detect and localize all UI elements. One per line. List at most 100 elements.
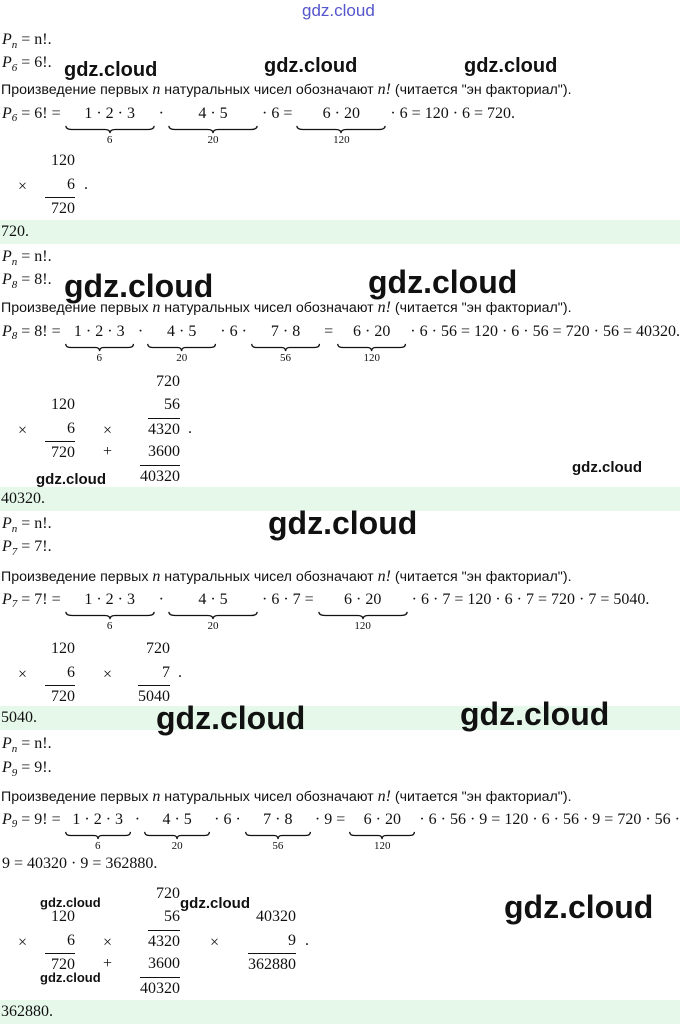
- column-number: 6: [67, 175, 75, 193]
- underbrace-path: [66, 612, 154, 619]
- formula-symbol: P: [2, 271, 12, 288]
- braced-factors: 7 · 8: [270, 323, 301, 340]
- column-number: 56: [164, 908, 180, 925]
- braced-result: 56: [272, 840, 284, 852]
- column-number: 720: [45, 197, 75, 220]
- braced-factors: 1 · 2 · 3: [72, 811, 124, 828]
- statement-part: n!: [377, 81, 391, 98]
- statement-part: натуральных чисел обозначают: [160, 789, 378, 805]
- underbrace-path: [65, 832, 130, 839]
- braced-result: 120: [374, 840, 391, 852]
- answer: 720.: [1, 223, 29, 240]
- underbrace: [147, 343, 216, 352]
- formula-rhs: = n!.: [21, 248, 52, 265]
- expansion-subscript: 9: [11, 818, 18, 830]
- formula-symbol: P: [2, 759, 12, 776]
- column-operator: ×: [18, 933, 28, 951]
- braced-result: 6: [106, 134, 113, 146]
- answer: 40320.: [1, 490, 45, 507]
- watermark: gdz.cloud: [464, 55, 558, 77]
- expansion-text: · 6 = 120 · 6 = 720.: [386, 105, 516, 122]
- underbrace: [65, 611, 155, 620]
- statement-part: n!: [377, 788, 391, 805]
- statement: Произведение первых n натуральных чисел …: [1, 566, 572, 588]
- column-number: 40320: [140, 976, 180, 1000]
- column-operator: ×: [18, 665, 28, 683]
- braced-result: 20: [176, 352, 188, 364]
- formula-rhs: = n!.: [21, 515, 52, 532]
- watermark: gdz.cloud: [156, 700, 306, 736]
- column-operator: +: [103, 443, 113, 460]
- underbrace-path: [148, 344, 216, 351]
- formula-rhs: = 6!.: [21, 54, 52, 71]
- column-operator: ×: [103, 933, 113, 951]
- underbrace-path: [252, 344, 320, 351]
- braced-factors: 4 · 5: [162, 811, 192, 828]
- column-number: 56: [164, 396, 180, 413]
- statement-part: натуральных чисел обозначают: [160, 82, 378, 98]
- watermark: gdz.cloud: [572, 459, 642, 476]
- underbrace-path: [66, 126, 154, 133]
- braced-group: 6 · 20 120: [296, 103, 386, 146]
- formula-symbol: P: [2, 735, 12, 752]
- braced-result: 120: [363, 352, 380, 364]
- formula-rhs: = n!.: [21, 31, 52, 48]
- watermark: gdz.cloud: [504, 889, 654, 925]
- expansion-text: ·: [130, 811, 145, 828]
- braced-result: 120: [333, 134, 350, 146]
- formula-subscript: n: [11, 256, 18, 268]
- formula-rhs: = 9!.: [21, 759, 52, 776]
- statement: Произведение первых n натуральных чисел …: [1, 786, 572, 808]
- column-number: 40320: [140, 464, 180, 488]
- expansion-symbol: P: [2, 105, 12, 122]
- column-operator: ×: [103, 665, 113, 683]
- column-number: 4320: [148, 929, 180, 953]
- column-operator: +: [103, 955, 113, 972]
- column-operator: ×: [18, 177, 28, 195]
- braced-result: 6: [96, 352, 102, 364]
- braced-group: 1 · 2 · 3 6: [65, 589, 155, 632]
- column-number: 4320: [148, 417, 180, 441]
- formula-subscript: 7: [11, 546, 18, 558]
- column-number: 120: [51, 152, 75, 169]
- column-number: 6: [67, 931, 75, 949]
- formula-line: P7 = 7!.: [2, 536, 52, 558]
- statement-part: Произведение первых: [1, 300, 153, 316]
- underbrace: [65, 831, 131, 840]
- expansion-symbol: P: [2, 591, 12, 608]
- formula-symbol: P: [2, 515, 12, 532]
- formula-subscript: 6: [11, 62, 18, 74]
- expansion-text: ·: [154, 591, 168, 608]
- underbrace: [318, 611, 408, 620]
- braced-result: 56: [280, 352, 292, 364]
- expansion-text: · 6 ·: [210, 811, 245, 828]
- expansion-text: = 8! =: [17, 323, 65, 340]
- column-number: 720: [156, 372, 180, 390]
- answer-band: [0, 220, 680, 244]
- expansion-text: = 9! =: [17, 811, 65, 828]
- column-number: 720: [45, 441, 75, 464]
- formula-line: Pn = n!.: [2, 246, 52, 268]
- formula-line: P6 = 6!.: [2, 52, 52, 74]
- braced-group: 1 · 2 · 3 6: [65, 103, 155, 146]
- expansion-text: ·: [133, 323, 148, 340]
- braced-result: 120: [354, 620, 371, 632]
- statement: Произведение первых n натуральных чисел …: [1, 79, 572, 101]
- statement: Произведение первых n натуральных чисел …: [1, 297, 572, 319]
- expansion-text: · 9 =: [310, 811, 350, 828]
- statement-part: Произведение первых: [1, 82, 153, 98]
- braced-factors: 4 · 5: [198, 591, 228, 608]
- column-number: 120: [51, 396, 75, 413]
- answer-band: [0, 487, 680, 511]
- braced-group: 6 · 20 120: [349, 809, 415, 852]
- column-number: 3600: [148, 955, 180, 972]
- expansion-subscript: 7: [11, 598, 18, 610]
- column-number: 362880: [248, 953, 296, 976]
- underbrace: [337, 343, 406, 352]
- braced-group: 6 · 20 120: [318, 589, 408, 632]
- column-number: 5040: [138, 685, 170, 708]
- formula-line: Pn = n!.: [2, 733, 52, 755]
- braced-group: 4 · 5 20: [168, 589, 258, 632]
